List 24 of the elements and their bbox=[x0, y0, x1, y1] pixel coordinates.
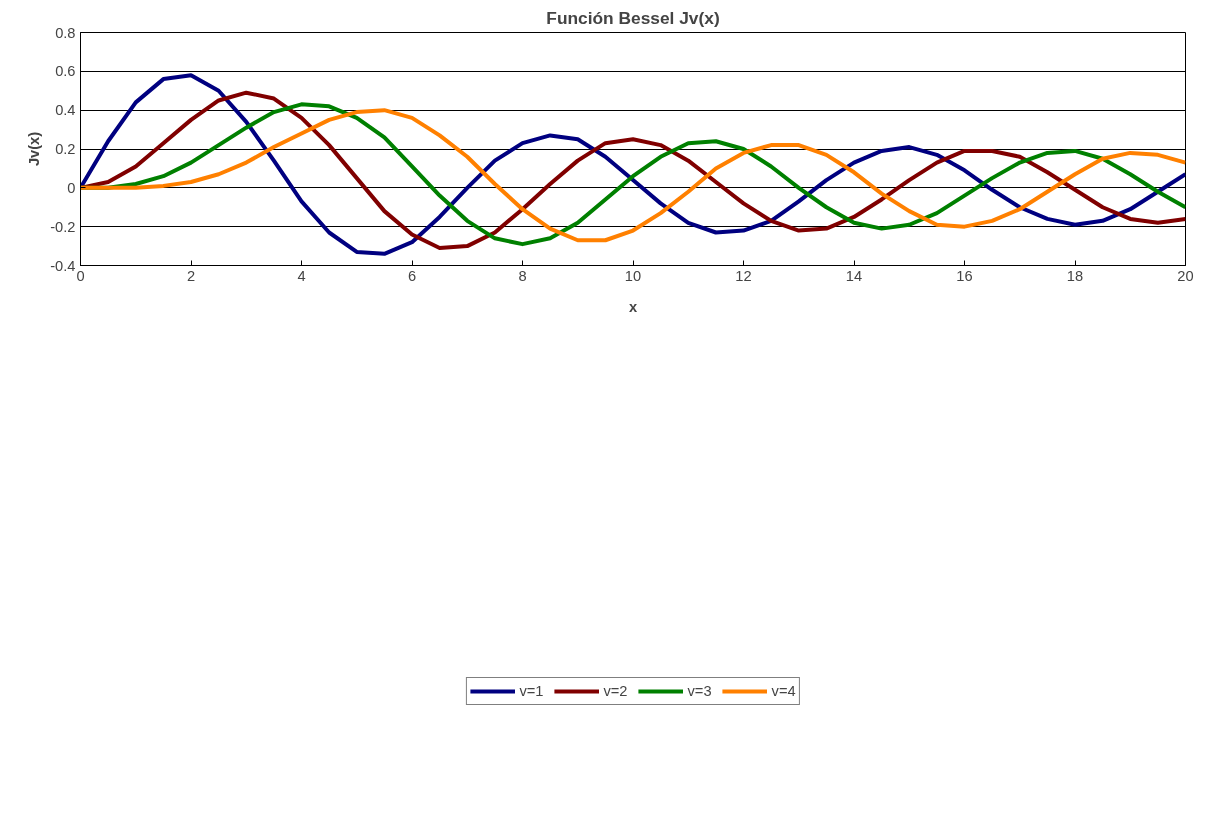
y-tick-label: -0.4 bbox=[50, 257, 76, 274]
x-tick-label: 8 bbox=[518, 267, 527, 284]
y-tick-label: -0.2 bbox=[50, 218, 76, 235]
x-tick-label: 12 bbox=[735, 267, 752, 284]
legend-label: v=4 bbox=[771, 683, 796, 699]
legend-label: v=2 bbox=[603, 683, 628, 699]
y-tick-label: 0 bbox=[67, 179, 76, 196]
y-axis-title: Jv(x) bbox=[26, 131, 43, 167]
x-tick-label: 14 bbox=[845, 267, 863, 284]
y-tick-label: 0.8 bbox=[55, 24, 76, 41]
y-tick-label: 0.2 bbox=[55, 141, 76, 157]
legend-label: v=1 bbox=[519, 683, 544, 699]
x-tick-label: 18 bbox=[1066, 267, 1084, 284]
legend-label: v=3 bbox=[687, 683, 712, 699]
x-tick-label: 16 bbox=[956, 267, 973, 284]
x-tick-label: 6 bbox=[407, 267, 417, 284]
x-tick-label: 20 bbox=[1177, 267, 1194, 284]
x-tick-label: 10 bbox=[624, 267, 642, 284]
x-axis-title: x bbox=[628, 298, 638, 315]
x-tick-label: 2 bbox=[186, 267, 196, 284]
y-tick-label: 0.4 bbox=[55, 102, 76, 119]
x-tick-label: 4 bbox=[297, 267, 306, 284]
chart-title: Función Bessel Jv(x) bbox=[546, 7, 720, 28]
y-tick-label: 0.6 bbox=[55, 63, 76, 80]
